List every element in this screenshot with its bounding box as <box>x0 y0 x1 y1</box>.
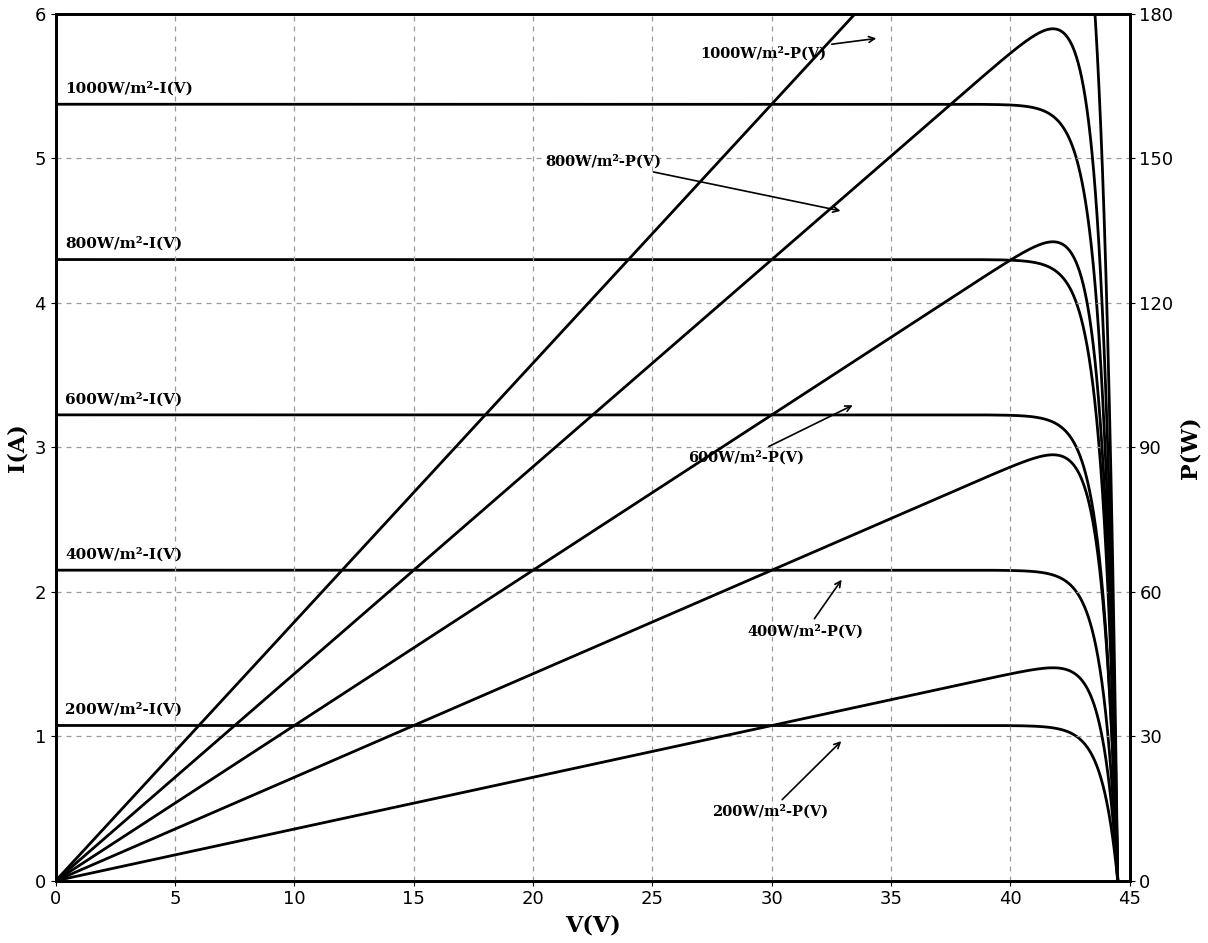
Text: 200W/m²-P(V): 200W/m²-P(V) <box>712 742 840 819</box>
Text: 200W/m²-I(V): 200W/m²-I(V) <box>65 703 182 717</box>
Text: 800W/m²-P(V): 800W/m²-P(V) <box>545 155 838 212</box>
Text: 1000W/m²-I(V): 1000W/m²-I(V) <box>65 81 193 95</box>
Y-axis label: I(A): I(A) <box>7 423 29 472</box>
Y-axis label: P(W): P(W) <box>1179 416 1201 479</box>
Text: 600W/m²-P(V): 600W/m²-P(V) <box>689 406 852 465</box>
X-axis label: V(V): V(V) <box>565 914 621 936</box>
Text: 1000W/m²-P(V): 1000W/m²-P(V) <box>701 37 875 60</box>
Text: 800W/m²-I(V): 800W/m²-I(V) <box>65 237 182 251</box>
Text: 600W/m²-I(V): 600W/m²-I(V) <box>65 392 182 406</box>
Text: 400W/m²-I(V): 400W/m²-I(V) <box>65 547 182 561</box>
Text: 400W/m²-P(V): 400W/m²-P(V) <box>748 581 864 638</box>
